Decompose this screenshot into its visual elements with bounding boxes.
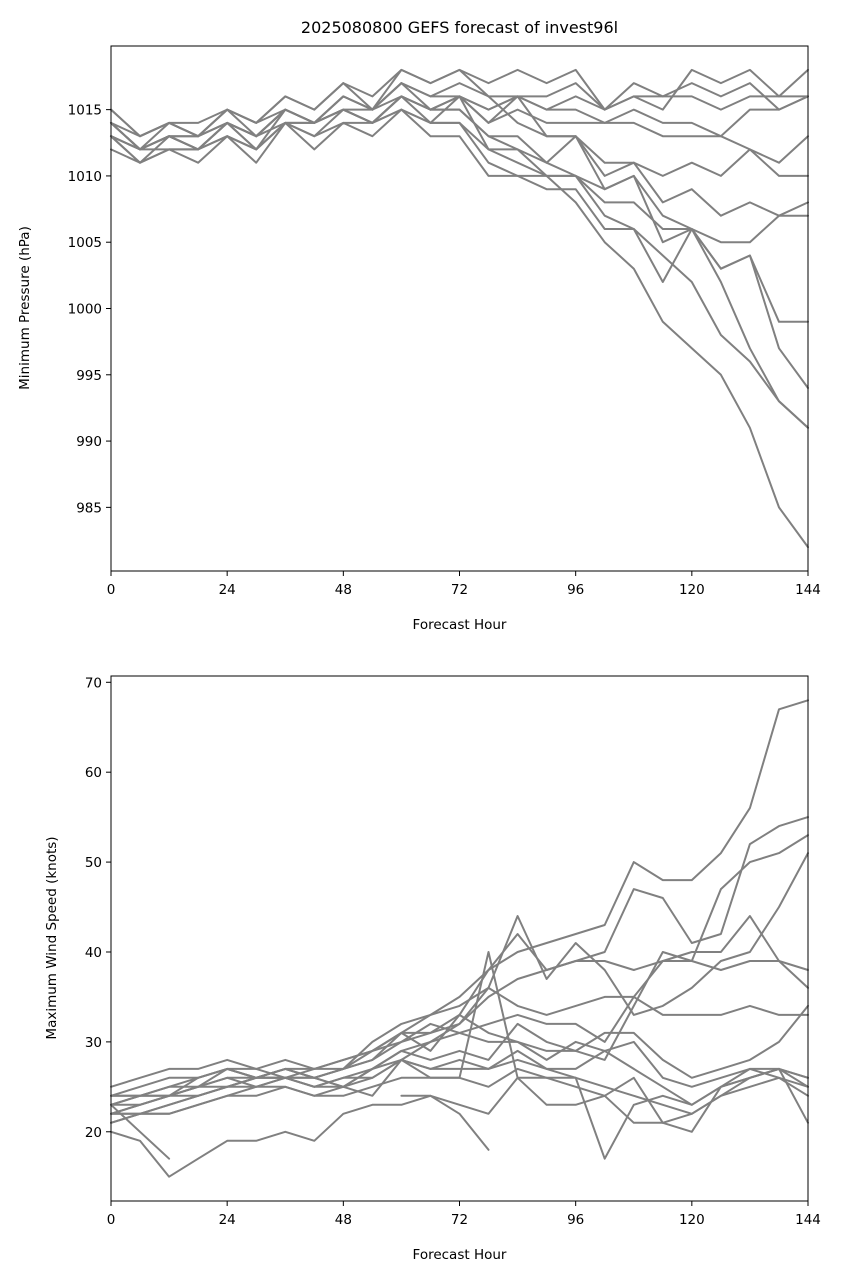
pressure-chart: 0 24 48 72 96 120 144 985 990 995 1000 1005 1010 101… — [17, 45, 821, 633]
wind-x-axis-label: Forecast Hour — [413, 1247, 507, 1263]
pressure-x-tick-label: 144 — [795, 582, 821, 598]
pressure-y-tick-label: 1000 — [68, 302, 102, 318]
pressure-y-tick-label: 1015 — [68, 103, 102, 119]
wind-partial-member-line-1 — [110, 1103, 171, 1160]
pressure-x-tick-label: 72 — [451, 582, 468, 598]
pressure-x-tick-label: 0 — [107, 582, 116, 598]
wind-member-line-13 — [110, 1067, 809, 1178]
pressure-x-tick-label: 24 — [219, 582, 236, 598]
wind-y-tick-label: 70 — [85, 675, 102, 691]
pressure-y-tick-label: 990 — [76, 434, 102, 450]
wind-y-tick-label: 30 — [85, 1035, 102, 1051]
wind-y-tick-label: 50 — [85, 855, 102, 871]
wind-member-line-14 — [110, 951, 809, 1160]
pressure-y-tick-label: 1005 — [68, 235, 102, 251]
wind-x-ticks: 0 24 48 72 96 120 144 — [107, 1201, 821, 1228]
wind-x-tick-label: 0 — [107, 1212, 116, 1228]
wind-x-tick-label: 144 — [795, 1212, 821, 1228]
pressure-x-tick-label: 120 — [679, 582, 705, 598]
pressure-x-tick-label: 96 — [567, 582, 584, 598]
pressure-x-ticks: 0 24 48 72 96 120 144 — [107, 571, 821, 598]
wind-x-tick-label: 120 — [679, 1212, 705, 1228]
pressure-member-line-12 — [110, 82, 809, 429]
wind-y-tick-label: 40 — [85, 945, 102, 961]
pressure-x-tick-label: 48 — [335, 582, 352, 598]
wind-y-tick-label: 20 — [85, 1125, 102, 1141]
pressure-y-tick-label: 1010 — [68, 169, 102, 185]
wind-series-lines — [110, 699, 809, 1178]
wind-y-tick-label: 60 — [85, 765, 102, 781]
wind-x-tick-label: 96 — [567, 1212, 584, 1228]
pressure-y-axis-label: Minimum Pressure (hPa) — [17, 226, 33, 390]
pressure-series-lines — [110, 68, 809, 549]
pressure-member-line-13 — [110, 68, 809, 429]
wind-y-axis-label: Maximum Wind Speed (knots) — [44, 836, 60, 1039]
wind-x-tick-label: 24 — [219, 1212, 236, 1228]
pressure-y-tick-label: 995 — [76, 368, 102, 384]
wind-chart: 0 24 48 72 96 120 144 20 30 40 50 60 70 Forecast Ho… — [44, 675, 821, 1263]
wind-member-line-4 — [110, 915, 809, 1088]
wind-x-tick-label: 48 — [335, 1212, 352, 1228]
wind-member-line-8 — [110, 1013, 809, 1106]
pressure-y-ticks: 985 990 995 1000 1005 1010 1015 — [68, 103, 111, 516]
wind-partial-member-line-2 — [400, 1094, 490, 1151]
wind-x-tick-label: 72 — [451, 1212, 468, 1228]
pressure-x-axis-label: Forecast Hour — [413, 617, 507, 633]
figure-title: 2025080800 GEFS forecast of invest96l — [301, 18, 618, 37]
wind-y-ticks: 20 30 40 50 60 70 — [85, 675, 111, 1141]
pressure-y-tick-label: 985 — [76, 500, 102, 516]
